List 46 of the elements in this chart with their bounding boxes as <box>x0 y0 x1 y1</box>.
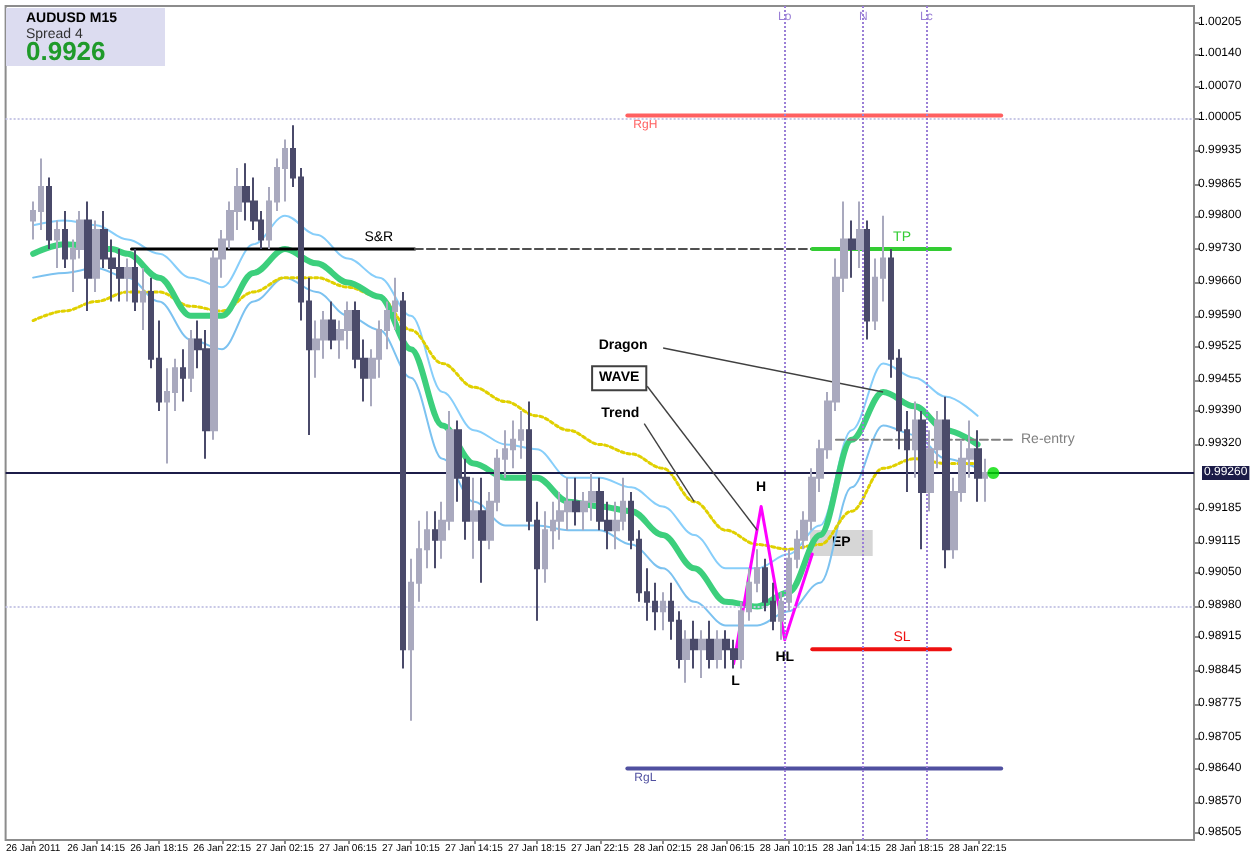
candlestick <box>132 248 138 313</box>
candlestick <box>572 476 580 527</box>
candlestick <box>706 619 714 670</box>
candlestick <box>478 476 486 584</box>
candlestick <box>180 348 186 403</box>
candlestick <box>312 319 320 379</box>
candlestick <box>542 510 548 584</box>
candlestick <box>470 476 478 560</box>
candlestick <box>660 591 666 632</box>
candlestick <box>864 219 870 341</box>
candlestick <box>912 400 918 479</box>
candlestick <box>124 257 132 303</box>
candlestick <box>54 219 60 270</box>
candlestick <box>116 248 124 303</box>
candlestick <box>510 419 516 470</box>
candlestick <box>140 267 146 332</box>
candlestick <box>848 219 856 279</box>
candlestick <box>92 219 100 293</box>
candlestick <box>682 629 690 684</box>
candlestick <box>714 629 722 670</box>
candlestick <box>690 619 698 670</box>
candlestick <box>974 429 982 503</box>
candlestick <box>982 457 988 503</box>
candlestick <box>400 290 406 670</box>
candlestick <box>188 329 194 394</box>
candlestick <box>328 300 336 351</box>
candlestick <box>722 629 730 670</box>
candlestick <box>62 209 68 270</box>
candlestick <box>698 629 706 679</box>
candlestick <box>730 638 738 670</box>
candlestick <box>918 410 926 551</box>
line-series <box>32 214 979 570</box>
candlestick <box>202 329 210 460</box>
candlestick <box>856 200 864 270</box>
candlestick <box>84 200 92 313</box>
candlestick <box>344 300 352 351</box>
candlestick <box>432 510 438 570</box>
candlestick <box>46 176 52 251</box>
candlestick <box>282 138 288 203</box>
candlestick <box>164 367 170 465</box>
line-series <box>31 276 980 551</box>
candlestick <box>564 476 572 532</box>
candlestick <box>588 472 596 522</box>
candlestick <box>942 395 950 570</box>
candlestick <box>242 162 250 222</box>
candlestick <box>518 410 524 460</box>
